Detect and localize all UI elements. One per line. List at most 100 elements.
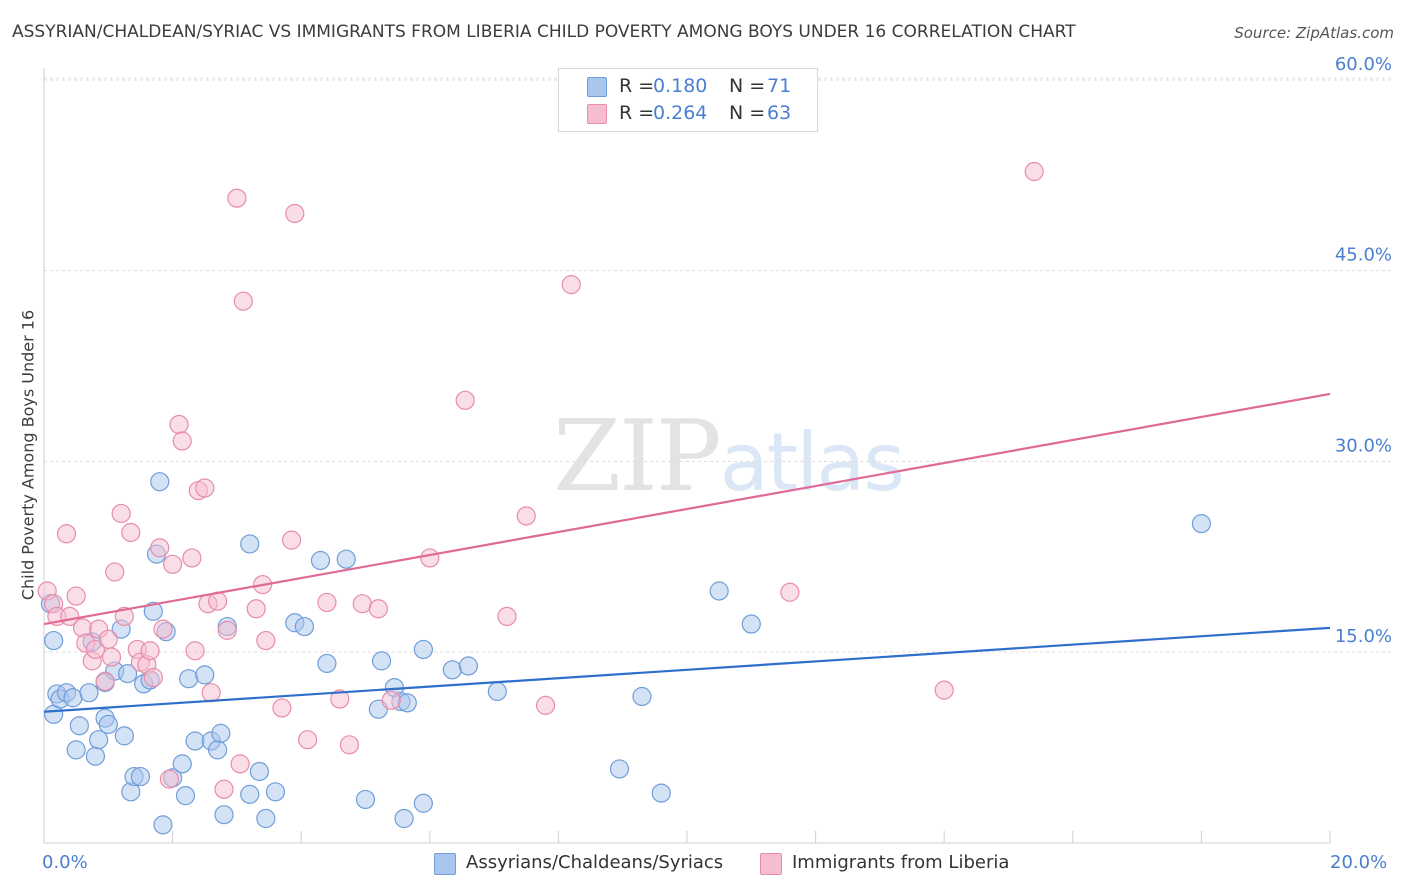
point-liberia [298,730,318,750]
trend-line-assyrians [43,626,1331,713]
correlation-legend: R = 0.180 N = 71 R = 0.264 N = 63 [558,68,818,132]
legend-swatch-blue [587,77,607,97]
legend-swatch-pink [760,853,782,875]
n-label: N = [729,75,766,97]
x-tick-min: 0.0% [42,852,88,873]
point-assyrians [66,740,86,760]
point-liberia [256,630,276,651]
point-liberia [172,431,192,451]
point-assyrians [397,693,417,713]
y-axis-label: Child Poverty Among Boys Under 16 [18,309,38,601]
point-liberia [101,647,122,667]
point-assyrians [172,754,192,774]
point-liberia [140,641,160,661]
point-liberia [780,582,800,602]
point-liberia [535,695,556,715]
point-liberia [246,599,266,619]
point-assyrians [240,534,260,554]
point-liberia [497,606,517,627]
watermark-atlas: atlas [719,416,905,509]
point-assyrians [317,653,337,674]
point-assyrians [208,740,228,760]
point-liberia [182,548,202,568]
y-tick-labels: 15.0% 30.0% 45.0% 60.0% [1335,54,1392,647]
point-liberia [185,641,205,661]
point-assyrians [143,601,163,621]
point-liberia [150,538,170,558]
point-liberia [66,586,86,606]
point-assyrians [310,550,331,571]
point-assyrians [355,789,376,810]
point-liberia [105,562,125,582]
y-tick-label: 60.0% [1335,54,1392,75]
r-value: 0.180 [653,75,708,97]
point-assyrians [394,808,414,829]
point-assyrians [741,614,761,634]
point-assyrians [79,683,99,703]
point-liberia [230,754,250,774]
point-assyrians [413,639,433,660]
point-assyrians [44,630,64,651]
point-assyrians [185,731,205,751]
point-liberia [217,620,237,640]
point-assyrians [214,805,234,825]
point-liberia [281,530,302,550]
r-value: 0.264 [653,102,708,124]
point-liberia [114,606,134,627]
point-liberia [420,548,440,568]
point-liberia [85,639,106,660]
point-assyrians [179,669,199,689]
trend-line-liberia [43,392,1331,626]
point-assyrians [442,660,462,680]
point-assyrians [487,681,507,702]
source-label: Source: ZipAtlas.com [1234,24,1394,42]
legend-label: Assyrians/Chaldeans/Syriacs [466,852,724,873]
x-tick-max: 20.0% [1330,852,1388,873]
point-assyrians [294,616,315,637]
point-assyrians [249,761,270,782]
point-liberia [95,671,115,691]
point-liberia [339,735,360,755]
point-liberia [111,503,131,524]
r-label: R = [619,102,655,124]
point-liberia [368,599,388,619]
axis-layer [43,68,1331,844]
n-value: 63 [767,102,792,124]
y-tick-label: 45.0% [1335,245,1392,266]
n-value: 71 [767,75,792,97]
point-liberia [98,629,118,649]
series-assyrians-points [40,472,1212,835]
point-liberia [272,698,292,718]
legend-swatch-blue [434,853,456,875]
point-liberia [381,690,401,710]
point-assyrians [175,786,196,806]
point-liberia [159,769,179,789]
y-tick-label: 15.0% [1335,626,1392,647]
point-assyrians [63,688,83,708]
legend-swatch-pink [587,104,607,124]
point-assyrians [69,716,89,736]
point-assyrians [651,783,671,803]
point-liberia [934,680,954,700]
point-assyrians [89,730,109,750]
watermark: ZIPatlas [553,400,905,514]
point-assyrians [371,651,392,671]
point-liberia [163,554,183,574]
point-liberia [195,478,215,498]
point-assyrians [130,766,151,787]
point-liberia [516,506,536,526]
point-assyrians [150,472,170,492]
point-liberia [227,188,247,208]
point-liberia [201,683,221,703]
point-assyrians [195,665,215,685]
point-assyrians [211,723,231,743]
point-assyrians [336,549,356,569]
point-liberia [285,203,305,224]
point-liberia [561,275,581,295]
point-assyrians [98,714,118,735]
point-assyrians [265,782,286,802]
point-assyrians [1191,514,1212,534]
trend-lines [43,392,1331,713]
watermark-zip: ZIP [553,400,722,514]
